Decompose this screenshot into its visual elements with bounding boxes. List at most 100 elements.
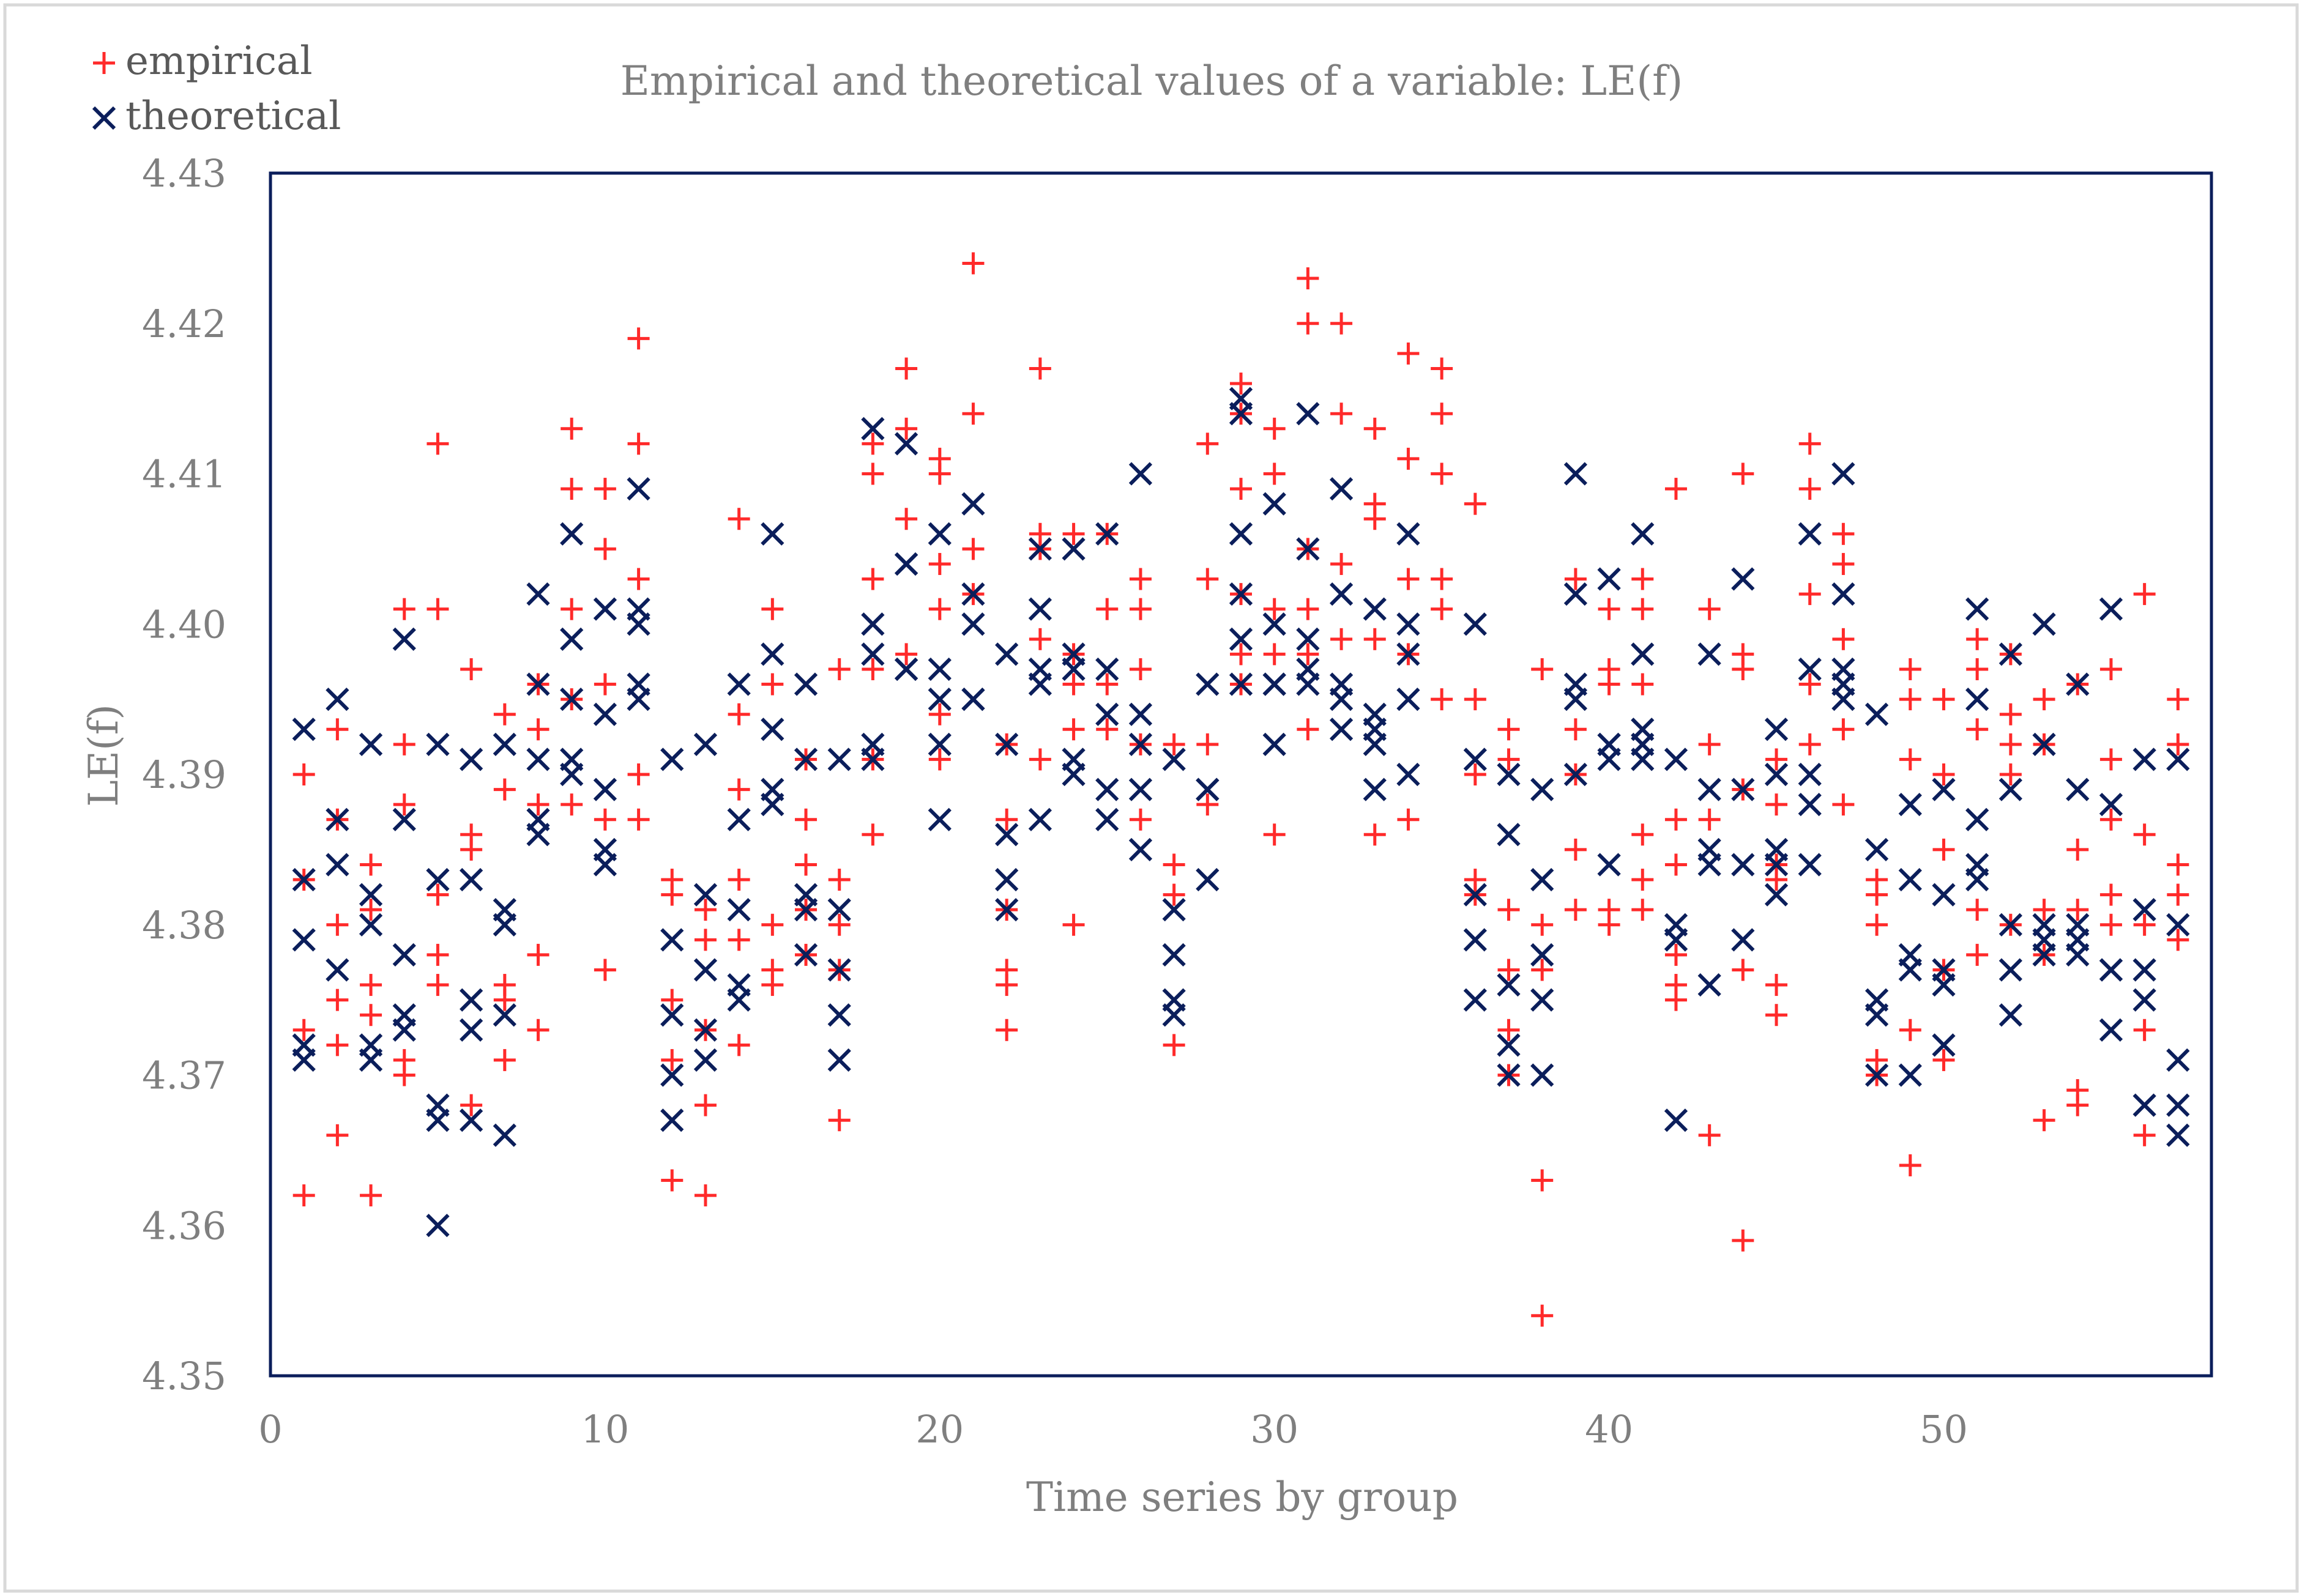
empirical-point: [1932, 763, 1955, 785]
empirical-point: [1129, 598, 1152, 620]
theoretical-point: [1563, 762, 1588, 787]
empirical-point: [1029, 748, 1051, 771]
y-tick-label: 4.35: [142, 1354, 226, 1398]
theoretical-point: [593, 853, 617, 877]
theoretical-point: [1497, 1063, 1521, 1087]
empirical-point: [561, 598, 583, 620]
empirical-point: [1698, 598, 1721, 620]
empirical-point: [2099, 913, 2122, 936]
theoretical-point: [1396, 762, 1420, 787]
empirical-point: [1297, 643, 1319, 666]
theoretical-point: [1731, 567, 1755, 591]
theoretical-point: [1095, 657, 1119, 681]
theoretical-point: [1932, 973, 1956, 997]
theoretical-point: [1965, 597, 1989, 621]
theoretical-point: [961, 582, 985, 606]
theoretical-point: [493, 1123, 516, 1147]
empirical-point: [862, 568, 884, 590]
empirical-point: [527, 793, 549, 816]
theoretical-point: [1262, 672, 1286, 696]
theoretical-point: [1196, 778, 1220, 801]
empirical-point: [1196, 568, 1219, 590]
empirical-point: [1698, 733, 1721, 755]
theoretical-point: [1563, 688, 1588, 711]
theoretical-point: [693, 958, 718, 982]
empirical-point: [1899, 688, 1921, 711]
empirical-point: [1431, 462, 1453, 485]
theoretical-point: [1363, 732, 1387, 756]
empirical-point: [962, 252, 985, 275]
theoretical-point: [2099, 597, 2123, 621]
empirical-point: [360, 853, 382, 876]
theoretical-point: [326, 688, 349, 711]
empirical-point: [1832, 718, 1855, 741]
empirical-point: [1497, 959, 1520, 981]
empirical-point: [1598, 598, 1620, 620]
theoretical-point: [426, 732, 450, 756]
legend: empirical theoretical: [92, 39, 341, 139]
empirical-point: [1631, 899, 1654, 921]
theoretical-point: [1932, 883, 1956, 907]
theoretical-point: [326, 807, 349, 831]
empirical-point: [1431, 568, 1453, 590]
empirical-point: [928, 748, 951, 771]
empirical-point: [1029, 628, 1051, 650]
empirical-point: [1664, 943, 1687, 966]
empirical-point: [292, 763, 315, 785]
empirical-point: [1932, 838, 1955, 861]
empirical-point: [1464, 492, 1486, 515]
theoretical-point: [1028, 672, 1052, 696]
theoretical-point: [493, 913, 516, 937]
theoretical-point: [1831, 688, 1855, 711]
empirical-point: [1765, 869, 1788, 891]
theoretical-point: [1229, 402, 1253, 426]
empirical-point: [1732, 658, 1754, 680]
theoretical-point: [359, 913, 383, 937]
legend-theoretical-marker: [92, 106, 116, 130]
empirical-point: [1230, 478, 1252, 500]
legend-empirical-marker: [93, 52, 115, 74]
theoretical-point: [827, 898, 851, 922]
empirical-point: [1832, 552, 1855, 575]
theoretical-point: [794, 898, 818, 922]
empirical-point: [1531, 913, 1554, 936]
y-tick-label: 4.42: [142, 302, 226, 346]
empirical-point: [1732, 462, 1754, 485]
empirical-point: [962, 538, 985, 560]
theoretical-point: [894, 552, 918, 576]
theoretical-point: [1664, 928, 1688, 952]
empirical-point: [2133, 913, 2156, 936]
empirical-point: [427, 432, 449, 455]
y-tick-label: 4.38: [142, 903, 226, 948]
series-empirical: [292, 252, 2189, 1327]
empirical-point: [2033, 688, 2055, 711]
empirical-point: [427, 598, 449, 620]
empirical-point: [1899, 658, 1921, 680]
x-tick-label: 30: [1250, 1407, 1298, 1452]
empirical-point: [694, 899, 717, 921]
theoretical-point: [995, 823, 1019, 847]
theoretical-point: [493, 1003, 516, 1027]
theoretical-point: [1898, 867, 1922, 892]
theoretical-point: [2032, 612, 2056, 636]
theoretical-point: [1697, 642, 1721, 666]
empirical-point: [2099, 883, 2122, 906]
y-axis-title: LE(f): [80, 704, 127, 807]
empirical-point: [1196, 432, 1219, 455]
theoretical-point: [1262, 492, 1286, 516]
theoretical-point: [560, 688, 584, 711]
empirical-point: [1363, 823, 1386, 846]
x-tick-label: 50: [1920, 1407, 1968, 1452]
x-tick-label: 0: [258, 1407, 282, 1452]
theoretical-point: [1296, 627, 1320, 651]
theoretical-point: [1196, 672, 1220, 696]
theoretical-point: [761, 718, 784, 741]
theoretical-point: [392, 943, 416, 967]
theoretical-point: [1798, 853, 1822, 877]
theoretical-point: [1864, 1063, 1889, 1087]
empirical-point: [493, 989, 516, 1011]
theoretical-point: [1597, 567, 1621, 591]
empirical-point: [2066, 1094, 2089, 1116]
theoretical-point: [660, 748, 684, 771]
